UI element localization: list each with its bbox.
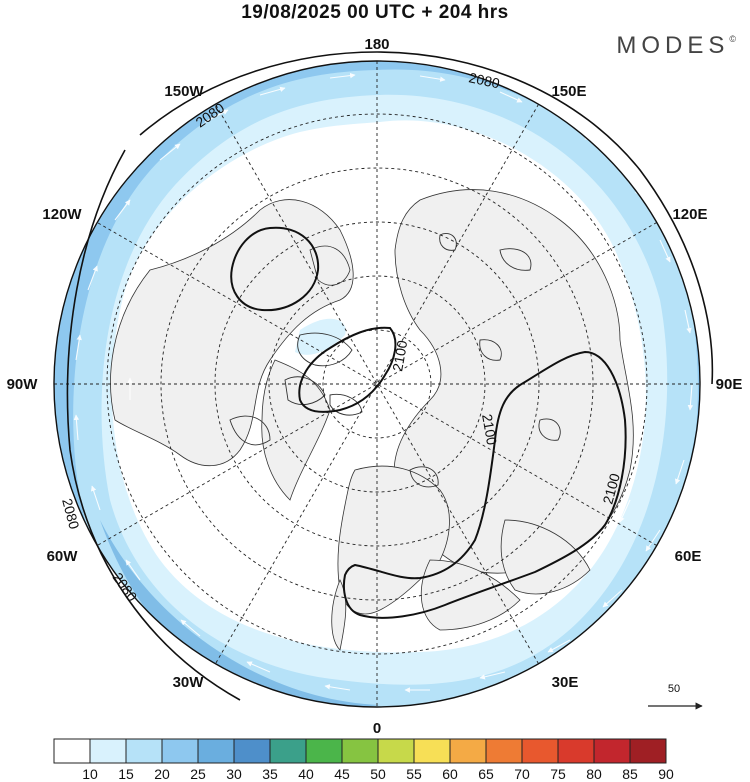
- contour-label: 2080: [467, 69, 501, 91]
- lon-label-60w: 60W: [47, 548, 79, 565]
- graticule: [54, 61, 700, 707]
- lon-label-180: 180: [364, 36, 389, 53]
- colorbar: 10 15 20 25 30 35 40 45 50 55 60 65 70 75 80 85 90: [53, 738, 674, 782]
- colorbar-swatch: [413, 738, 451, 764]
- colorbar-swatch: [557, 738, 595, 764]
- colorbar-label: 35: [262, 766, 278, 782]
- colorbar-label: 30: [226, 766, 242, 782]
- colorbar-label: 70: [514, 766, 530, 782]
- colorbar-label: 25: [190, 766, 206, 782]
- lon-label-90e: 90E: [716, 376, 743, 393]
- colorbar-swatch: [125, 738, 163, 764]
- colorbar-swatch: [305, 738, 343, 764]
- lon-label-0: 0: [373, 720, 381, 737]
- colorbar-swatch: [593, 738, 631, 764]
- lon-label-150e: 150E: [551, 83, 586, 100]
- brand-logo: MODES©: [616, 32, 736, 60]
- contour-label: 2080: [59, 497, 83, 531]
- map-border: [53, 60, 701, 708]
- colorbar-label: 65: [478, 766, 494, 782]
- colorbar-swatch: [377, 738, 415, 764]
- contour-label: 2100: [479, 413, 500, 447]
- colorbar-swatch: [53, 738, 91, 764]
- colorbar-swatch: [629, 738, 667, 764]
- lon-label-120w: 120W: [42, 206, 82, 223]
- lon-label-60e: 60E: [675, 548, 702, 565]
- lon-label-90w: 90W: [7, 376, 39, 393]
- lon-label-30w: 30W: [173, 674, 205, 691]
- colorbar-label: 60: [442, 766, 458, 782]
- colorbar-swatch: [89, 738, 127, 764]
- colorbar-label: 45: [334, 766, 350, 782]
- colorbar-swatch: [233, 738, 271, 764]
- lon-label-30e: 30E: [552, 674, 579, 691]
- colorbar-label: 85: [622, 766, 638, 782]
- wind-vectors: [73, 72, 694, 693]
- colorbar-swatch: [449, 738, 487, 764]
- colorbar-label: 40: [298, 766, 314, 782]
- colorbar-label: 10: [82, 766, 98, 782]
- colorbar-label: 75: [550, 766, 566, 782]
- colorbar-label: 20: [154, 766, 170, 782]
- colorbar-swatch: [197, 738, 235, 764]
- coastlines: [229, 233, 561, 488]
- longitude-labels: 180 150E 120E 90E 60E 30E 0 30W 60W 90W …: [7, 36, 743, 737]
- colorbar-swatch: [161, 738, 199, 764]
- lon-label-150w: 150W: [164, 83, 204, 100]
- contour-label: 2100: [389, 339, 410, 373]
- lon-label-120e: 120E: [672, 206, 707, 223]
- colorbar-label: 90: [658, 766, 674, 782]
- colorbar-label: 15: [118, 766, 134, 782]
- brand-name: MODES: [616, 32, 730, 59]
- colorbar-swatch: [485, 738, 523, 764]
- colorbar-swatch: [269, 738, 307, 764]
- contour-label: 2100: [599, 471, 623, 505]
- map-title: 19/08/2025 00 UTC + 204 hrs: [241, 2, 509, 23]
- colorbar-swatch: [341, 738, 379, 764]
- wind-reference-vector: 50: [648, 683, 703, 710]
- colorbar-label: 80: [586, 766, 602, 782]
- colorbar-label: 50: [370, 766, 386, 782]
- brand-mark: ©: [729, 34, 736, 44]
- colorbar-swatch: [521, 738, 559, 764]
- wind-reference-label: 50: [668, 683, 680, 695]
- colorbar-label: 55: [406, 766, 422, 782]
